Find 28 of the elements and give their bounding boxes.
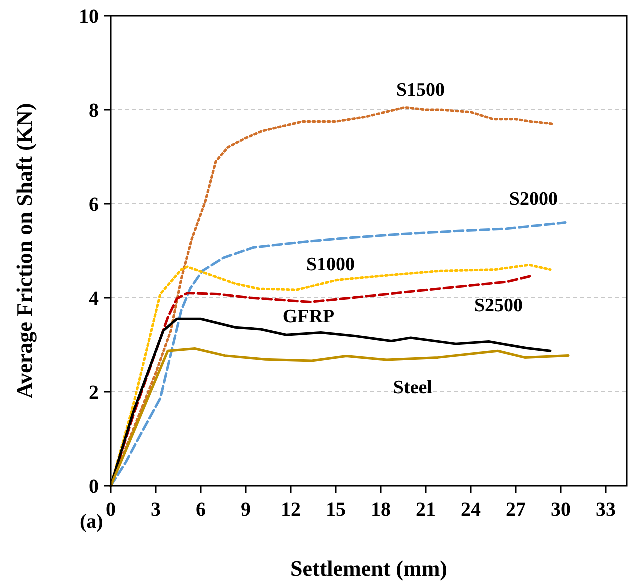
x-tick-label: 33: [596, 499, 616, 521]
x-tick-label: 21: [416, 499, 436, 521]
x-tick-label: 9: [241, 499, 251, 521]
series-label: S2000: [509, 188, 558, 210]
x-tick-label: 24: [461, 499, 481, 521]
x-tick-label: 18: [371, 499, 391, 521]
y-axis-title: Average Friction on Shaft (KN): [12, 103, 37, 399]
y-tick-label: 4: [89, 288, 99, 310]
y-tick-label: 2: [89, 382, 99, 404]
x-tick-label: 6: [196, 499, 206, 521]
x-tick-label: 30: [551, 499, 571, 521]
series-label: S1000: [306, 254, 356, 276]
series-label: S2500: [474, 296, 524, 317]
y-tick-label: 0: [89, 476, 99, 498]
text: (a): [80, 511, 104, 533]
y-tick-label: 8: [89, 100, 99, 122]
series-label: GFRP: [282, 306, 336, 328]
x-tick-label: 12: [281, 499, 301, 521]
x-tick-label: 27: [506, 499, 526, 521]
y-tick-label: 6: [89, 194, 99, 216]
x-tick-label: 15: [326, 499, 346, 521]
x-tick-label: 3: [151, 499, 161, 521]
x-tick-label: 0: [106, 499, 116, 521]
series-label: S1500: [396, 80, 446, 102]
y-tick-label: 10: [79, 6, 99, 28]
x-axis-title: Settlement (mm): [290, 556, 448, 581]
series-label: Steel: [393, 377, 432, 398]
line-series: [110, 348, 570, 488]
